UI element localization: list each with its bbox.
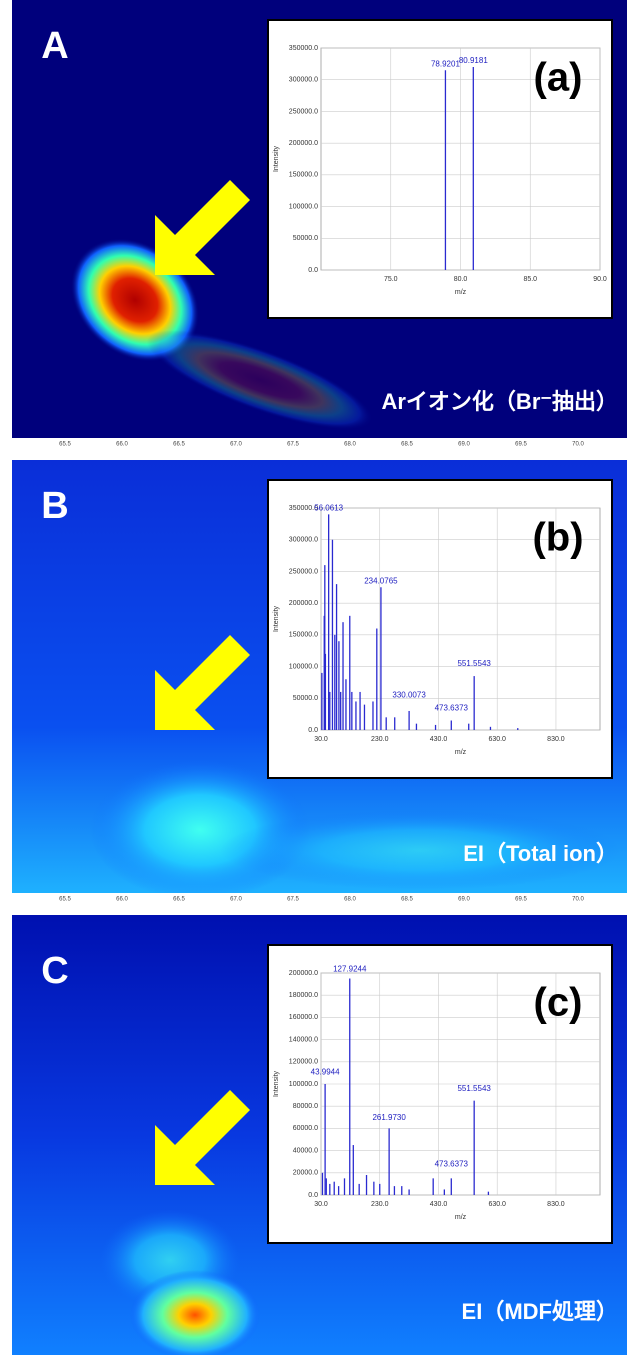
y-tick-label: 300000.0 bbox=[289, 77, 318, 84]
peak-label: 234.0765 bbox=[364, 576, 398, 585]
panel-caption: EI（MDF処理） bbox=[462, 1299, 618, 1324]
y-axis-label: Intensity bbox=[273, 1070, 280, 1097]
y-tick-label: 300000.0 bbox=[289, 537, 318, 544]
heatmap-x-tick-label: 66.5 bbox=[173, 897, 185, 903]
heatmap-x-tick-label: 69.5 bbox=[515, 897, 527, 903]
heatmap-x-tick-label: 67.5 bbox=[287, 897, 299, 903]
y-tick-label: 100000.0 bbox=[289, 203, 318, 210]
panel-label: C bbox=[41, 950, 68, 992]
inset-frame bbox=[267, 19, 613, 319]
panel-label: B bbox=[41, 485, 68, 527]
y-axis-label: Intensity bbox=[273, 605, 280, 632]
inset-label: (b) bbox=[532, 516, 583, 560]
y-tick-label: 150000.0 bbox=[289, 172, 318, 179]
heatmap-x-tick-label: 70.0 bbox=[572, 442, 584, 448]
heatmap-x-tick-label: 68.0 bbox=[344, 897, 356, 903]
y-tick-label: 120000.0 bbox=[289, 1059, 318, 1066]
x-tick-label: 90.0 bbox=[593, 276, 607, 283]
x-tick-label: 830.0 bbox=[547, 736, 565, 743]
heatmap-x-tick-label: 66.0 bbox=[116, 442, 128, 448]
heatmap-x-tick-label: 69.0 bbox=[458, 897, 470, 903]
y-tick-label: 350000.0 bbox=[289, 45, 318, 52]
y-tick-label: 50000.0 bbox=[293, 235, 318, 242]
x-tick-label: 230.0 bbox=[371, 736, 389, 743]
y-tick-label: 150000.0 bbox=[289, 632, 318, 639]
y-tick-label: 200000.0 bbox=[289, 140, 318, 147]
y-tick-label: 0.0 bbox=[308, 1192, 318, 1199]
y-axis-label: Intensity bbox=[273, 145, 280, 172]
y-tick-label: 160000.0 bbox=[289, 1014, 318, 1021]
x-tick-label: 80.0 bbox=[454, 276, 468, 283]
x-tick-label: 230.0 bbox=[371, 1201, 389, 1208]
heatmap-x-tick-label: 65.5 bbox=[59, 897, 71, 903]
y-tick-label: 200000.0 bbox=[289, 970, 318, 977]
y-tick-label: 50000.0 bbox=[293, 695, 318, 702]
heatmap-x-tick-label: 67.0 bbox=[230, 442, 242, 448]
heatmap-x-tick-label: 69.0 bbox=[458, 442, 470, 448]
heatmap-x-tick-label: 67.5 bbox=[287, 442, 299, 448]
peak-label: 551.5543 bbox=[457, 1084, 491, 1093]
panel-caption: Arイオン化（Br⁻抽出） bbox=[381, 389, 618, 414]
x-tick-label: 75.0 bbox=[384, 276, 398, 283]
peak-label: 473.6373 bbox=[435, 703, 469, 712]
y-tick-label: 350000.0 bbox=[289, 505, 318, 512]
y-tick-label: 40000.0 bbox=[293, 1147, 318, 1154]
heatmap-x-tick-label: 65.5 bbox=[59, 442, 71, 448]
y-tick-label: 250000.0 bbox=[289, 108, 318, 115]
heatmap-x-tick-label: 66.5 bbox=[173, 442, 185, 448]
heatmap-x-tick-label: 66.0 bbox=[116, 897, 128, 903]
x-tick-label: 630.0 bbox=[488, 1201, 506, 1208]
heatmap-x-tick-label: 70.0 bbox=[572, 897, 584, 903]
y-tick-label: 180000.0 bbox=[289, 992, 318, 999]
peak-label: 56.0613 bbox=[314, 503, 343, 512]
y-tick-label: 140000.0 bbox=[289, 1036, 318, 1043]
x-axis-label: m/z bbox=[455, 289, 467, 296]
inset-label: (c) bbox=[534, 981, 583, 1025]
x-tick-label: 830.0 bbox=[547, 1201, 565, 1208]
y-tick-label: 100000.0 bbox=[289, 1081, 318, 1088]
heatmap-x-tick-label: 68.0 bbox=[344, 442, 356, 448]
x-axis-label: m/z bbox=[455, 749, 467, 756]
peak-label: 80.9181 bbox=[459, 56, 488, 65]
peak-label: 473.6373 bbox=[435, 1160, 469, 1169]
heatmap-x-tick-label: 68.5 bbox=[401, 442, 413, 448]
y-tick-label: 100000.0 bbox=[289, 663, 318, 670]
y-tick-label: 250000.0 bbox=[289, 568, 318, 575]
x-axis-label: m/z bbox=[455, 1214, 467, 1221]
x-tick-label: 430.0 bbox=[430, 736, 448, 743]
heatmap-x-tick-label: 67.0 bbox=[230, 897, 242, 903]
panel-caption: EI（Total ion） bbox=[463, 841, 618, 866]
peak-label: 261.9730 bbox=[372, 1113, 406, 1122]
peak-label: 43.9944 bbox=[311, 1068, 340, 1077]
y-tick-label: 0.0 bbox=[308, 727, 318, 734]
peak-label: 78.9201 bbox=[431, 59, 460, 68]
heatmap-x-tick-label: 68.5 bbox=[401, 897, 413, 903]
inset-label: (a) bbox=[534, 56, 583, 100]
y-tick-label: 80000.0 bbox=[293, 1103, 318, 1110]
peak-label: 551.5543 bbox=[457, 659, 491, 668]
peak-label: 127.9244 bbox=[333, 964, 367, 973]
peak-label: 330.0073 bbox=[392, 691, 426, 700]
x-tick-label: 630.0 bbox=[488, 736, 506, 743]
panel-label: A bbox=[41, 25, 68, 67]
y-tick-label: 20000.0 bbox=[293, 1170, 318, 1177]
x-tick-label: 430.0 bbox=[430, 1201, 448, 1208]
x-tick-label: 85.0 bbox=[523, 276, 537, 283]
heatmap-x-tick-label: 69.5 bbox=[515, 442, 527, 448]
x-tick-label: 30.0 bbox=[314, 1201, 328, 1208]
y-tick-label: 60000.0 bbox=[293, 1125, 318, 1132]
y-tick-label: 0.0 bbox=[308, 267, 318, 274]
x-tick-label: 30.0 bbox=[314, 736, 328, 743]
y-tick-label: 200000.0 bbox=[289, 600, 318, 607]
